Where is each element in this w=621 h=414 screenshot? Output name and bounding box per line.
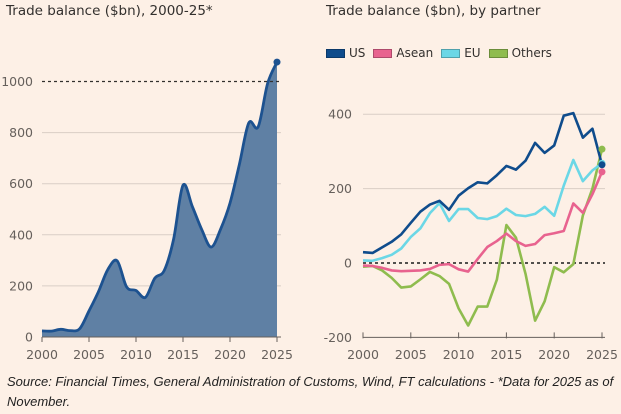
right-chart: -200 0 200 400 2000 2005 2010 2015 2020 2025 — [324, 107, 618, 362]
left-y-tick-label: 600 — [9, 176, 33, 191]
left-y-tick-label: 1000 — [1, 74, 33, 89]
left-y-tick-label: 400 — [9, 227, 33, 242]
right-y-tick-label: -200 — [324, 330, 352, 345]
legend-swatch-eu — [441, 48, 461, 58]
right-x-tick-label: 2020 — [538, 347, 570, 362]
right-x-tick-label: 2025 — [586, 347, 618, 362]
left-x-tick-label: 2020 — [214, 347, 246, 362]
series-line-eu — [362, 158, 603, 263]
right-x-tick-label: 2010 — [443, 347, 475, 362]
series-line-asean — [362, 171, 604, 273]
legend-item-eu: EU — [441, 46, 481, 60]
series-line-others — [362, 148, 604, 327]
legend-label-eu: EU — [464, 46, 481, 60]
left-y-tick-label: 0 — [25, 330, 33, 345]
left-y-tick-label: 800 — [9, 125, 33, 140]
legend-swatch-asean — [373, 48, 393, 58]
left-x-tick-label: 2005 — [73, 347, 105, 362]
series-line-us — [362, 111, 604, 255]
legend-label-us: US — [349, 46, 366, 60]
left-x-tick-label: 2010 — [120, 347, 152, 362]
right-x-tick-label: 2000 — [347, 347, 379, 362]
legend-label-others: Others — [511, 46, 552, 60]
left-chart-title: Trade balance ($bn), 2000-25* — [6, 3, 213, 19]
right-x-tick-label: 2005 — [395, 347, 427, 362]
series-end-marker-asean — [598, 168, 606, 176]
right-y-tick-label: 200 — [328, 181, 352, 196]
left-area-fill — [42, 62, 277, 337]
right-y-tick-label: 0 — [344, 256, 352, 271]
legend-label-asean: Asean — [396, 46, 434, 60]
left-chart: 0 200 400 600 800 1000 2000 2005 2010 2015 2020 202… — [1, 58, 293, 362]
left-x-tick-label: 2000 — [26, 347, 58, 362]
left-end-marker — [273, 58, 281, 66]
legend-item-asean: Asean — [373, 46, 433, 60]
left-area-line — [41, 61, 279, 333]
legend-item-others: Others — [488, 46, 552, 60]
left-x-tick-label: 2015 — [167, 347, 199, 362]
left-y-tick-label: 200 — [9, 278, 33, 293]
legend: US Asean EU Others — [326, 46, 552, 60]
left-x-tick-label: 2025 — [261, 347, 293, 362]
legend-swatch-others — [488, 48, 508, 58]
series-end-marker-others — [598, 145, 606, 153]
legend-item-us: US — [326, 46, 365, 60]
source-footnote: Source: Financial Times, General Adminis… — [7, 374, 614, 409]
right-chart-title: Trade balance ($bn), by partner — [326, 3, 541, 19]
right-y-tick-label: 400 — [328, 107, 352, 122]
right-x-tick-label: 2015 — [490, 347, 522, 362]
series-end-marker-us — [598, 161, 606, 169]
legend-swatch-us — [326, 48, 345, 58]
